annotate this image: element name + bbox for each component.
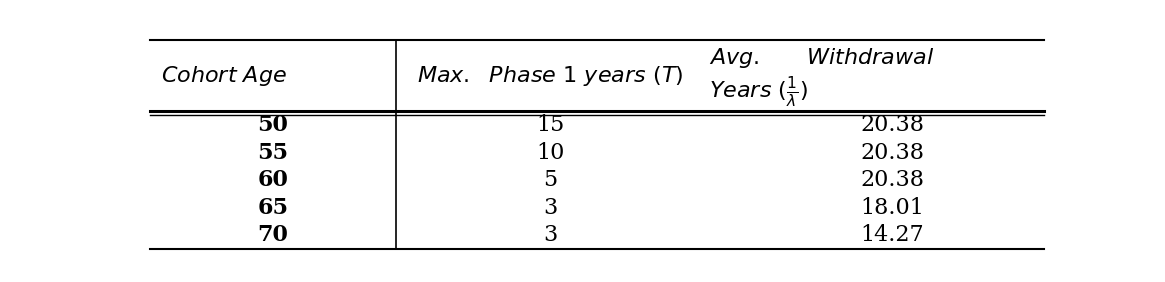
Text: 5: 5 [543, 169, 557, 191]
Text: 70: 70 [257, 224, 289, 246]
Text: 50: 50 [257, 114, 289, 136]
Text: 20.38: 20.38 [860, 142, 924, 164]
Text: 15: 15 [536, 114, 564, 136]
Text: 60: 60 [257, 169, 289, 191]
Text: 55: 55 [257, 142, 289, 164]
Text: 20.38: 20.38 [860, 169, 924, 191]
Text: $\it{Max.\ \ Phase\ 1\ years\ (T)}$: $\it{Max.\ \ Phase\ 1\ years\ (T)}$ [417, 64, 684, 88]
Text: $\it{Avg.}$      $\it{Withdrawal}$: $\it{Avg.}$ $\it{Withdrawal}$ [708, 46, 934, 70]
Text: 3: 3 [543, 197, 557, 219]
Text: 14.27: 14.27 [861, 224, 924, 246]
Text: $\it{Cohort\ Age}$: $\it{Cohort\ Age}$ [161, 64, 287, 88]
Text: 10: 10 [536, 142, 564, 164]
Text: $\it{Years\ }(\frac{1}{\lambda})$: $\it{Years\ }(\frac{1}{\lambda})$ [708, 74, 807, 109]
Text: 18.01: 18.01 [860, 197, 924, 219]
Text: 3: 3 [543, 224, 557, 246]
Text: 65: 65 [257, 197, 289, 219]
Text: 20.38: 20.38 [860, 114, 924, 136]
